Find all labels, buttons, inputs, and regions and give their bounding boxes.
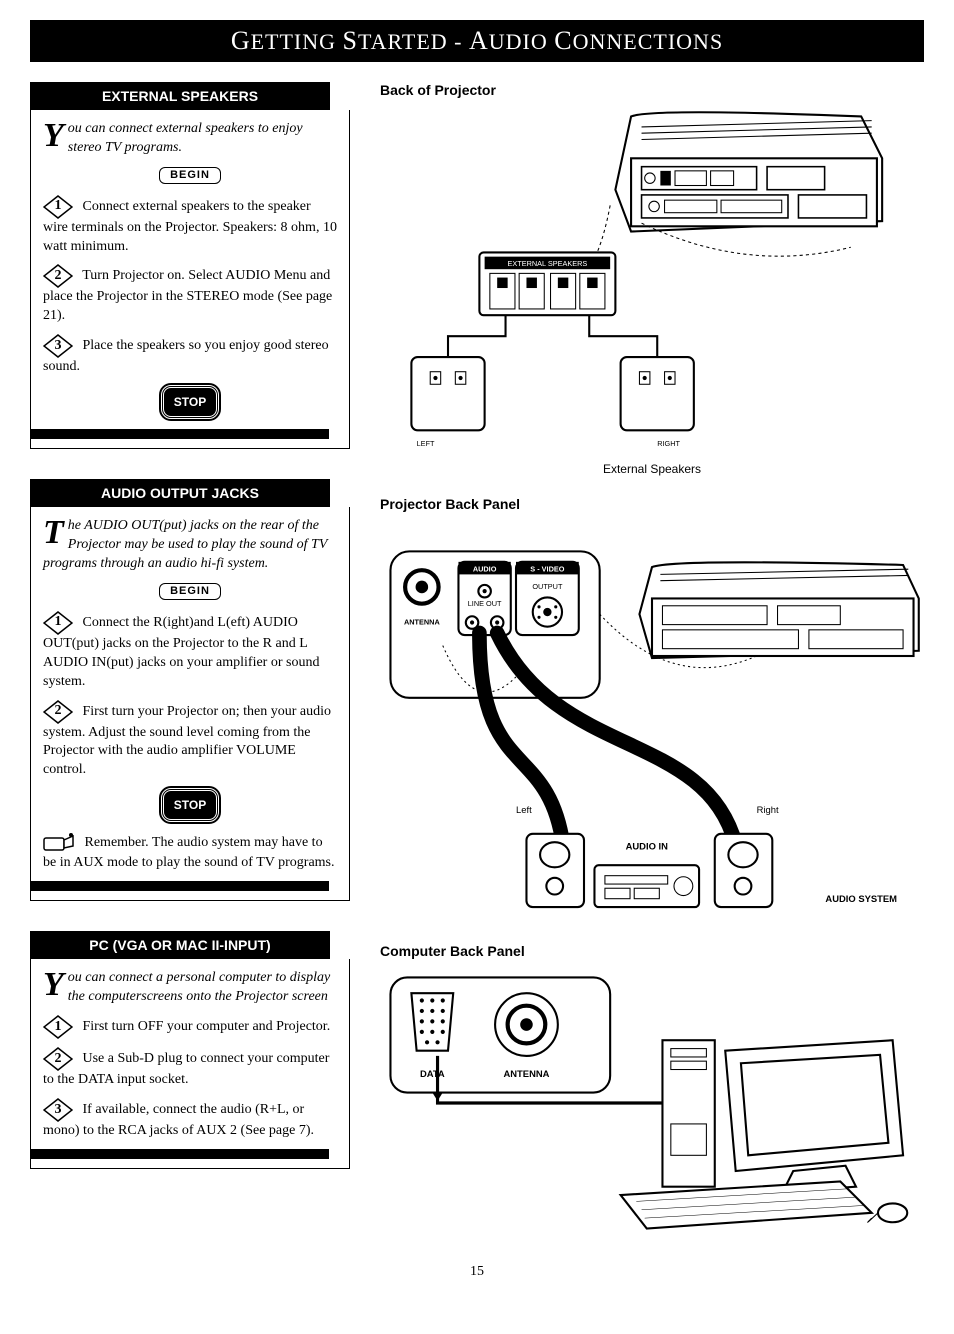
dropcap: T xyxy=(43,519,64,546)
section-footer-bar xyxy=(30,429,329,439)
step-1: 1 Connect the R(ight)and L(eft) AUDIO OU… xyxy=(43,611,337,692)
step-2: 2 Use a Sub-D plug to connect your compu… xyxy=(43,1047,337,1090)
svg-text:AUDIO: AUDIO xyxy=(473,564,497,573)
step-number-icon: 2 xyxy=(43,264,73,288)
section-header: EXTERNAL SPEAKERS xyxy=(30,82,350,110)
step-number-icon: 1 xyxy=(43,611,73,635)
svg-text:LEFT: LEFT xyxy=(417,439,435,448)
step-2: 2 First turn your Projector on; then you… xyxy=(43,700,337,781)
dropcap: Y xyxy=(43,122,64,149)
figure-projector-back-panel: Projector Back Panel ANTENNA AUDIO LINE … xyxy=(380,496,924,923)
step-3: 3 If available, connect the audio (R+L, … xyxy=(43,1098,337,1141)
begin-marker: BEGIN xyxy=(43,582,337,601)
figure-caption: External Speakers xyxy=(380,462,924,476)
svg-text:S - VIDEO: S - VIDEO xyxy=(530,564,564,573)
computer-connection-diagram: DATA ANTENNA xyxy=(380,967,924,1239)
page-title: GETTING STARTED - AUDIO CONNECTIONS xyxy=(231,29,723,54)
figure-label: Projector Back Panel xyxy=(380,496,924,512)
begin-marker: BEGIN xyxy=(43,166,337,185)
step-1: 1 First turn OFF your computer and Proje… xyxy=(43,1015,337,1039)
section-external-speakers: EXTERNAL SPEAKERS Y ou can connect exter… xyxy=(30,82,350,449)
svg-text:ANTENNA: ANTENNA xyxy=(404,618,440,627)
step-number-icon: 2 xyxy=(43,1047,73,1071)
projector-speakers-diagram: EXTERNAL SPEAKERS xyxy=(380,106,924,451)
section-header: AUDIO OUTPUT JACKS xyxy=(30,479,350,507)
svg-text:LINE OUT: LINE OUT xyxy=(468,599,502,608)
note: Remember. The audio system may have to b… xyxy=(43,832,337,873)
page-title-bar: GETTING STARTED - AUDIO CONNECTIONS xyxy=(30,20,924,62)
svg-text:DATA: DATA xyxy=(420,1068,445,1079)
stop-marker: STOP xyxy=(43,385,337,419)
svg-text:OUTPUT: OUTPUT xyxy=(532,582,563,591)
intro-text: Y ou can connect a personal computer to … xyxy=(43,969,337,1007)
svg-text:AUDIO IN: AUDIO IN xyxy=(626,841,669,852)
note-hand-icon xyxy=(43,832,77,854)
stop-marker: STOP xyxy=(43,788,337,822)
intro-text: T he AUDIO OUT(put) jacks on the rear of… xyxy=(43,517,337,574)
step-number-icon: 2 xyxy=(43,700,73,724)
step-number-icon: 1 xyxy=(43,1015,73,1039)
svg-text:ANTENNA: ANTENNA xyxy=(503,1068,549,1079)
step-number-icon: 3 xyxy=(43,334,73,358)
svg-text:RIGHT: RIGHT xyxy=(657,439,680,448)
figure-label: Back of Projector xyxy=(380,82,924,98)
figure-back-of-projector: Back of Projector xyxy=(380,82,924,476)
figure-label: Computer Back Panel xyxy=(380,943,924,959)
section-footer-bar xyxy=(30,881,329,891)
dropcap: Y xyxy=(43,971,64,998)
step-3: 3 Place the speakers so you enjoy good s… xyxy=(43,334,337,377)
step-2: 2 Turn Projector on. Select AUDIO Menu a… xyxy=(43,264,337,326)
intro-text: Y ou can connect external speakers to en… xyxy=(43,120,337,158)
section-header: PC (VGA OR MAC II-INPUT) xyxy=(30,931,350,959)
figure-computer-back-panel: Computer Back Panel DATA xyxy=(380,943,924,1244)
step-number-icon: 3 xyxy=(43,1098,73,1122)
step-number-icon: 1 xyxy=(43,195,73,219)
svg-text:Left: Left xyxy=(516,804,532,815)
audio-out-diagram: ANTENNA AUDIO LINE OUT S - VIDEO OUTPUT xyxy=(380,520,924,918)
page-number: 15 xyxy=(30,1264,924,1280)
svg-text:EXTERNAL SPEAKERS: EXTERNAL SPEAKERS xyxy=(507,259,587,268)
svg-text:Right: Right xyxy=(757,804,779,815)
step-1: 1 Connect external speakers to the speak… xyxy=(43,195,337,257)
section-pc-input: PC (VGA OR MAC II-INPUT) Y ou can connec… xyxy=(30,931,350,1169)
section-audio-output-jacks: AUDIO OUTPUT JACKS T he AUDIO OUT(put) j… xyxy=(30,479,350,901)
svg-text:AUDIO SYSTEM: AUDIO SYSTEM xyxy=(825,893,897,904)
section-footer-bar xyxy=(30,1149,329,1159)
